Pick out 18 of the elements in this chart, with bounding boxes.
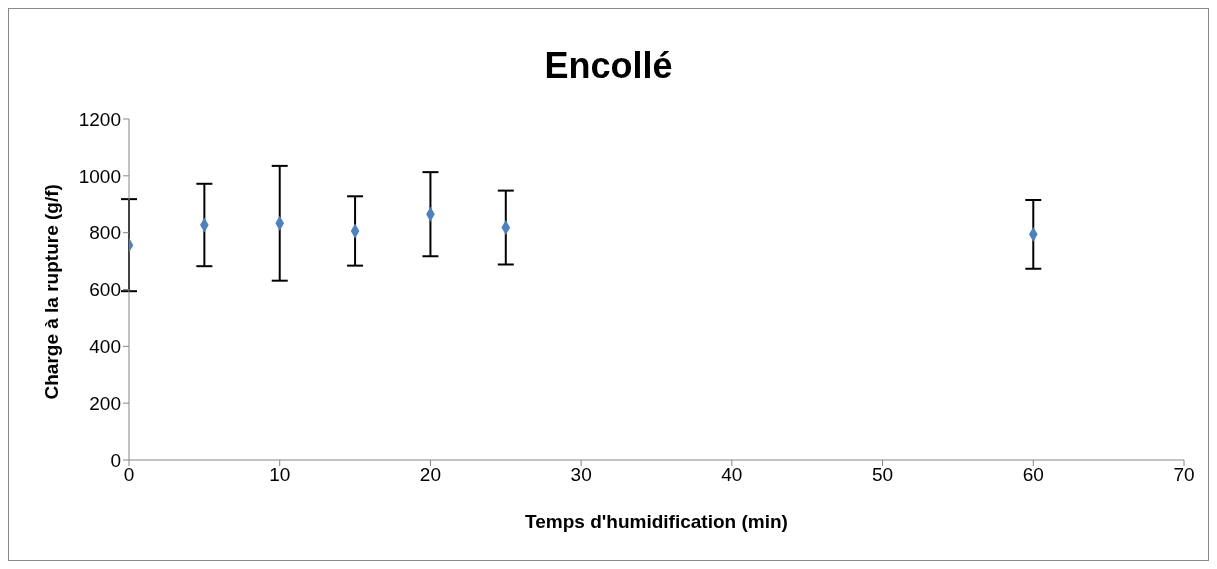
x-tick-label: 10 bbox=[269, 464, 291, 486]
x-tick-label: 20 bbox=[419, 464, 441, 486]
x-tick-label: 50 bbox=[872, 464, 894, 486]
y-tick-label: 400 bbox=[89, 336, 121, 358]
y-tick-label: 0 bbox=[110, 449, 121, 471]
chart-title: Encollé bbox=[543, 45, 674, 87]
y-tick-label: 200 bbox=[89, 392, 121, 414]
x-tick-label: 70 bbox=[1173, 464, 1195, 486]
y-tick-label: 1000 bbox=[78, 165, 121, 187]
x-tick-label: 40 bbox=[721, 464, 743, 486]
x-tick-label: 30 bbox=[570, 464, 592, 486]
y-tick-label: 600 bbox=[89, 279, 121, 301]
x-tick-label: 0 bbox=[123, 464, 135, 486]
y-tick-label: 800 bbox=[89, 222, 121, 244]
x-tick-label: 60 bbox=[1022, 464, 1044, 486]
x-axis-title: Temps d'humidification (min) bbox=[525, 511, 788, 532]
y-axis-title: Charge à la rupture (g/f) bbox=[40, 184, 62, 400]
y-tick-label: 1200 bbox=[78, 108, 121, 130]
